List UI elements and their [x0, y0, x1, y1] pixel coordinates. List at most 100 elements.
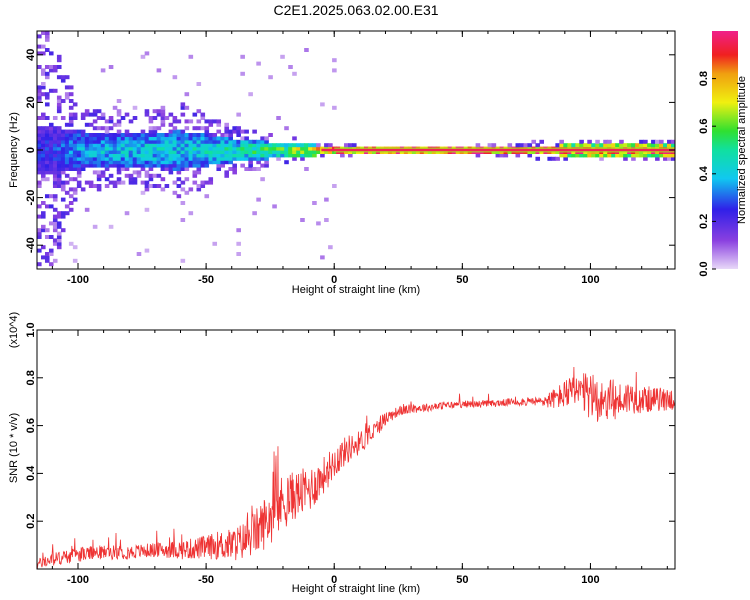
heatmap-cell — [76, 133, 82, 137]
heatmap-cell — [40, 153, 46, 158]
heatmap-cell — [276, 143, 281, 148]
heatmap-cell — [132, 160, 138, 165]
heatmap-cell — [120, 167, 126, 171]
heatmap-cell — [44, 194, 50, 199]
heatmap-cell — [200, 156, 206, 161]
heatmap-cell — [272, 143, 277, 148]
heatmap-cell — [340, 146, 345, 151]
heatmap-cell — [60, 163, 66, 168]
heatmap-cell — [284, 146, 289, 151]
heatmap-cell — [148, 163, 154, 168]
heatmap-cell — [188, 133, 194, 137]
heatmap-cell — [196, 143, 202, 148]
heatmap-cell — [44, 92, 50, 97]
heatmap-cell — [284, 160, 289, 165]
heatmap-cell — [56, 173, 62, 178]
heatmap-cell — [651, 139, 656, 144]
heatmap-cell — [188, 163, 194, 168]
heatmap-cell — [180, 156, 186, 161]
heatmap-cell — [37, 139, 42, 144]
heatmap-cell — [579, 153, 584, 158]
heatmap-cell — [308, 150, 313, 154]
heatmap-cell — [172, 163, 178, 168]
heatmap-cell — [64, 129, 70, 134]
snr-y-tick-label: 0.6 — [25, 418, 37, 433]
heatmap-cell — [80, 139, 86, 144]
heatmap-cell — [348, 143, 353, 148]
heatmap-cell — [252, 146, 257, 151]
spectrogram-ticks: -100 -50 0 50 100 -40 -20 0 20 40 — [25, 31, 675, 286]
heatmap-cell — [52, 228, 58, 233]
heatmap-cell — [56, 102, 62, 107]
heatmap-cell — [312, 150, 317, 154]
heatmap-cell — [64, 160, 70, 165]
heatmap-cell — [196, 82, 202, 86]
heatmap-cell — [296, 146, 301, 151]
heatmap-cell — [264, 146, 269, 151]
heatmap-cell — [144, 170, 150, 175]
heatmap-cell — [192, 133, 198, 137]
heatmap-cell — [236, 156, 241, 161]
heatmap-cell — [192, 173, 198, 178]
heatmap-cell — [248, 167, 253, 171]
heatmap-cell — [112, 146, 118, 151]
heatmap-cell — [220, 136, 226, 141]
heatmap-cell — [160, 167, 166, 171]
heatmap-cell — [328, 150, 333, 154]
heatmap-cell — [160, 153, 166, 158]
heatmap-cell — [124, 112, 130, 117]
heatmap-cell — [184, 146, 190, 151]
heatmap-cell — [128, 146, 134, 151]
heatmap-cell — [72, 102, 78, 107]
heatmap-cell — [56, 58, 62, 63]
heatmap-cell — [363, 146, 369, 151]
heatmap-cell — [144, 207, 150, 212]
colorbar-tick-label: 0.6 — [698, 119, 710, 134]
heatmap-cell — [100, 126, 106, 131]
heatmap-cell — [587, 143, 592, 148]
snr-y-tick-label: 0.8 — [25, 370, 37, 385]
colorbar-tick-label: 0.2 — [698, 214, 710, 229]
heatmap-cell — [56, 235, 62, 239]
heatmap-cell — [196, 163, 202, 168]
heatmap-cell — [132, 146, 138, 151]
heatmap-cell — [220, 146, 226, 151]
heatmap-cell — [647, 143, 652, 148]
snr-series — [37, 366, 675, 569]
heatmap-cell — [88, 136, 94, 141]
heatmap-cell — [164, 133, 170, 137]
heatmap-cell — [188, 143, 194, 148]
heatmap-cell — [116, 150, 122, 154]
heatmap-cell — [104, 163, 110, 168]
spectrogram-y-axis-label: Frequency (Hz) — [8, 112, 20, 188]
heatmap-cell — [224, 129, 229, 134]
heatmap-cell — [671, 143, 675, 148]
heatmap-cell — [563, 153, 568, 158]
heatmap-cell — [44, 37, 50, 42]
heatmap-cell — [52, 65, 58, 69]
heatmap-cell — [88, 122, 94, 127]
heatmap-cell — [260, 153, 265, 158]
heatmap-cell — [244, 136, 249, 141]
heatmap-cell — [204, 126, 210, 131]
heatmap-cell — [124, 163, 130, 168]
heatmap-cell — [475, 146, 481, 151]
heatmap-cell — [76, 129, 82, 134]
heatmap-cell — [37, 214, 42, 219]
heatmap-cell — [72, 245, 78, 250]
heatmap-cell — [100, 173, 106, 178]
heatmap-cell — [52, 177, 58, 182]
heatmap-cell — [64, 163, 70, 168]
heatmap-cell — [379, 146, 385, 151]
heatmap-cell — [232, 170, 237, 175]
heatmap-cell — [84, 153, 90, 158]
heatmap-cell — [232, 163, 237, 168]
heatmap-cell — [92, 139, 98, 144]
heatmap-cell — [216, 150, 222, 154]
heatmap-cell — [200, 133, 206, 137]
heatmap-cell — [367, 146, 373, 151]
heatmap-cell — [248, 156, 253, 161]
heatmap-cell — [88, 156, 94, 161]
heatmap-cell — [164, 156, 170, 161]
heatmap-cell — [200, 139, 206, 144]
